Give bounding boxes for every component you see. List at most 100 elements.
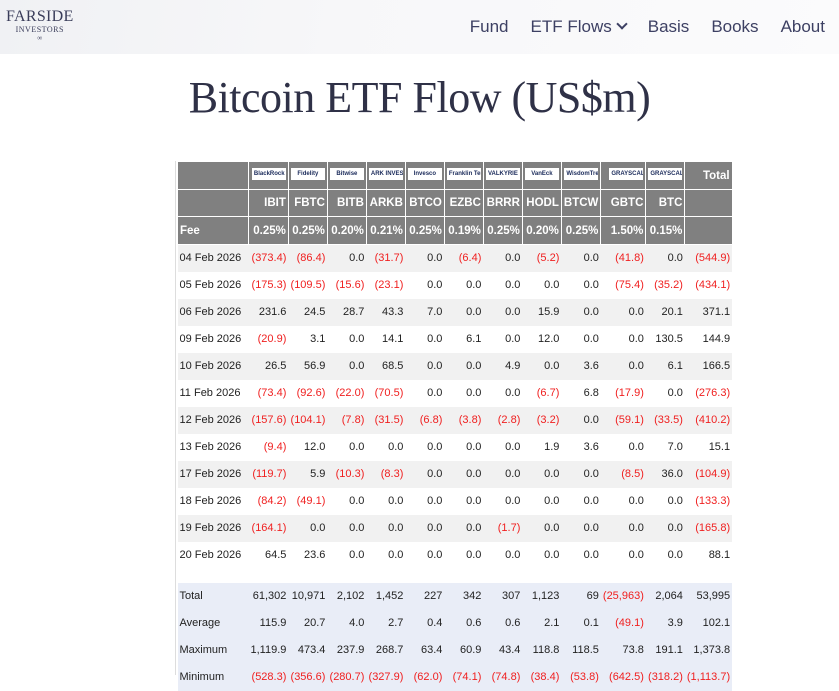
summary-cell: 3.9 <box>645 609 685 637</box>
summary-cell: (74.8) <box>483 663 523 691</box>
flow-cell: 0.0 <box>405 379 445 407</box>
summary-cell: 43.4 <box>483 636 523 664</box>
ticker-header: BRRR <box>482 189 523 217</box>
issuer-logo-cell: VALKYRIE <box>482 161 523 190</box>
flow-cell: 64.5 <box>248 541 289 569</box>
farside-logo[interactable]: FARSIDE INVESTORS ∞ <box>6 9 74 42</box>
summary-cell: (280.7) <box>327 663 367 691</box>
header-blank <box>684 189 733 217</box>
flow-cell: 68.5 <box>366 352 406 380</box>
flow-cell: (109.5) <box>288 271 328 299</box>
flow-cell: (86.4) <box>288 244 328 272</box>
flow-cell: (3.2) <box>522 406 562 434</box>
ticker-row: IBIT FBTC BITB ARKB BTCO EZBC BRRR HODL BTCW GBTC… <box>177 189 733 217</box>
summary-row: Total 61,302 10,971 2,102 1,452 227 342 307 1,12… <box>177 582 733 610</box>
summary-cell: (25,963) <box>600 582 646 610</box>
summary-cell: 63.4 <box>405 636 445 664</box>
nav-etf-flows[interactable]: ETF Flows <box>530 17 628 37</box>
date-cell: 19 Feb 2026 <box>177 514 249 542</box>
summary-cell: 191.1 <box>645 636 685 664</box>
summary-cell: (53.8) <box>561 663 601 691</box>
flow-cell: 3.6 <box>561 352 601 380</box>
flow-cell: 0.0 <box>561 244 601 272</box>
flow-cell: 0.0 <box>600 487 646 515</box>
flow-cell: (17.9) <box>600 379 646 407</box>
flow-cell: 0.0 <box>645 541 685 569</box>
flow-cell: 14.1 <box>366 325 406 353</box>
issuer-logo: Invesco <box>407 168 442 180</box>
flow-cell: 0.0 <box>444 487 484 515</box>
flow-cell: (75.4) <box>600 271 646 299</box>
flow-cell: 0.0 <box>561 460 601 488</box>
nav-books[interactable]: Books <box>711 17 759 36</box>
fee-label: Fee <box>177 216 249 245</box>
summary-cell: 60.9 <box>444 636 484 664</box>
summary-cell: 69 <box>561 582 601 610</box>
summary-cell: 237.9 <box>327 636 367 664</box>
total-cell: (544.9) <box>684 244 733 272</box>
issuer-logo-cell: GRAYSCALE <box>645 161 686 190</box>
flow-cell: 0.0 <box>561 298 601 326</box>
flow-cell: 0.0 <box>405 460 445 488</box>
summary-cell: 1,452 <box>366 582 406 610</box>
flow-cell: 5.9 <box>288 460 328 488</box>
flow-cell: 0.0 <box>645 244 685 272</box>
flow-cell: (3.8) <box>444 406 484 434</box>
flow-cell: (59.1) <box>600 406 646 434</box>
nav-basis[interactable]: Basis <box>647 17 690 36</box>
summary-cell: 0.6 <box>444 609 484 637</box>
summary-cell: 0.6 <box>483 609 523 637</box>
issuer-logo-cell: Invesco <box>404 161 445 190</box>
table-row: 09 Feb 2026 (20.9) 3.1 0.0 14.1 0.0 6.1 0.0 12.0… <box>177 325 733 353</box>
summary-cell: 53,995 <box>684 582 733 610</box>
flow-cell: 0.0 <box>483 325 523 353</box>
fee-cell: 0.25% <box>287 216 328 245</box>
table-row: 13 Feb 2026 (9.4) 12.0 0.0 0.0 0.0 0.0 0.0 1.9 3.… <box>177 433 733 461</box>
flow-cell: 0.0 <box>405 541 445 569</box>
nav-etf-flows-label: ETF Flows <box>530 17 612 36</box>
nav-about[interactable]: About <box>780 17 825 36</box>
flow-cell: 15.9 <box>522 298 562 326</box>
flow-cell: 0.0 <box>600 541 646 569</box>
flow-cell: 0.0 <box>483 298 523 326</box>
flow-cell: 0.0 <box>561 271 601 299</box>
total-cell: 88.1 <box>684 541 733 569</box>
flow-cell: 0.0 <box>366 487 406 515</box>
flow-cell: 0.0 <box>600 514 646 542</box>
flow-cell: 12.0 <box>288 433 328 461</box>
total-cell: 166.5 <box>684 352 733 380</box>
summary-cell: 115.9 <box>248 609 289 637</box>
summary-label: Minimum <box>177 663 249 691</box>
summary-cell: (49.1) <box>600 609 646 637</box>
ticker-header: BTCW <box>560 189 602 217</box>
flow-cell: (119.7) <box>248 460 289 488</box>
date-cell: 06 Feb 2026 <box>177 298 249 326</box>
flow-cell: 0.0 <box>522 460 562 488</box>
flow-cell: 24.5 <box>288 298 328 326</box>
flow-cell: (6.4) <box>444 244 484 272</box>
flow-cell: 43.3 <box>366 298 406 326</box>
flow-cell: 0.0 <box>327 352 367 380</box>
flow-cell: 0.0 <box>600 298 646 326</box>
table-row: 17 Feb 2026 (119.7) 5.9 (10.3) (8.3) 0.0 0.0 0.… <box>177 460 733 488</box>
issuer-logo: GRAYSCALE <box>609 168 644 180</box>
header-blank <box>177 189 249 217</box>
flow-cell: 7.0 <box>405 298 445 326</box>
date-cell: 18 Feb 2026 <box>177 487 249 515</box>
flow-cell: 0.0 <box>405 271 445 299</box>
flow-cell: (35.2) <box>645 271 685 299</box>
ticker-header: FBTC <box>287 189 328 217</box>
logo-line1: FARSIDE <box>6 8 74 25</box>
issuer-logo-cell: Franklin Templeton <box>443 161 484 190</box>
total-cell: 144.9 <box>684 325 733 353</box>
flow-cell: 0.0 <box>444 460 484 488</box>
table-row: 11 Feb 2026 (73.4) (92.6) (22.0) (70.5) 0.0 0.… <box>177 379 733 407</box>
summary-cell: (38.4) <box>522 663 562 691</box>
flow-cell: 0.0 <box>405 487 445 515</box>
issuer-logo-cell: Fidelity <box>287 161 328 190</box>
summary-cell: (1,113.7) <box>684 663 733 691</box>
ticker-header: ARKB <box>365 189 406 217</box>
flow-cell: 0.0 <box>561 325 601 353</box>
summary-row: Maximum 1,119.9 473.4 237.9 268.7 63.4 60.9 43.… <box>177 636 733 664</box>
nav-fund[interactable]: Fund <box>469 17 509 36</box>
